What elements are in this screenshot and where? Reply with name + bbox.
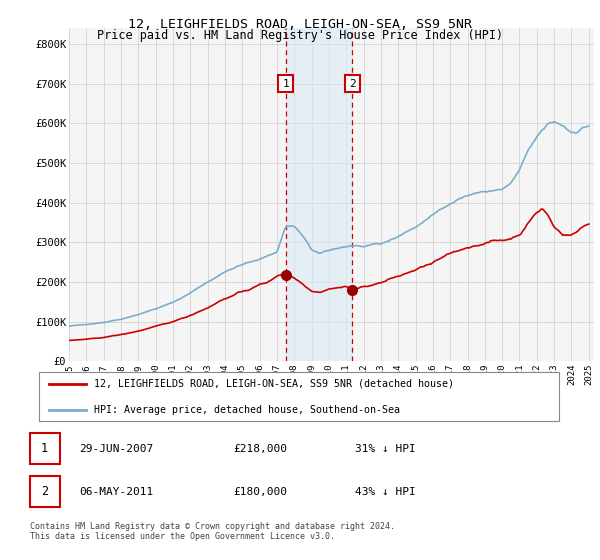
Text: HPI: Average price, detached house, Southend-on-Sea: HPI: Average price, detached house, Sout… [94, 405, 400, 415]
Text: £180,000: £180,000 [234, 487, 288, 497]
FancyBboxPatch shape [29, 433, 60, 464]
FancyBboxPatch shape [29, 477, 60, 507]
FancyBboxPatch shape [38, 372, 559, 421]
Text: 31% ↓ HPI: 31% ↓ HPI [355, 444, 416, 454]
Text: 06-MAY-2011: 06-MAY-2011 [79, 487, 154, 497]
Bar [286, 28, 352, 361]
Text: £218,000: £218,000 [234, 444, 288, 454]
Text: 2: 2 [349, 78, 356, 88]
Text: 2: 2 [41, 485, 48, 498]
Text: Price paid vs. HM Land Registry's House Price Index (HPI): Price paid vs. HM Land Registry's House … [97, 29, 503, 42]
Text: 12, LEIGHFIELDS ROAD, LEIGH-ON-SEA, SS9 5NR (detached house): 12, LEIGHFIELDS ROAD, LEIGH-ON-SEA, SS9 … [94, 379, 454, 389]
Text: 29-JUN-2007: 29-JUN-2007 [79, 444, 154, 454]
Text: 1: 1 [41, 442, 48, 455]
Text: 1: 1 [282, 78, 289, 88]
Text: Contains HM Land Registry data © Crown copyright and database right 2024.
This d: Contains HM Land Registry data © Crown c… [30, 522, 395, 542]
Text: 12, LEIGHFIELDS ROAD, LEIGH-ON-SEA, SS9 5NR: 12, LEIGHFIELDS ROAD, LEIGH-ON-SEA, SS9 … [128, 18, 472, 31]
Text: 43% ↓ HPI: 43% ↓ HPI [355, 487, 416, 497]
